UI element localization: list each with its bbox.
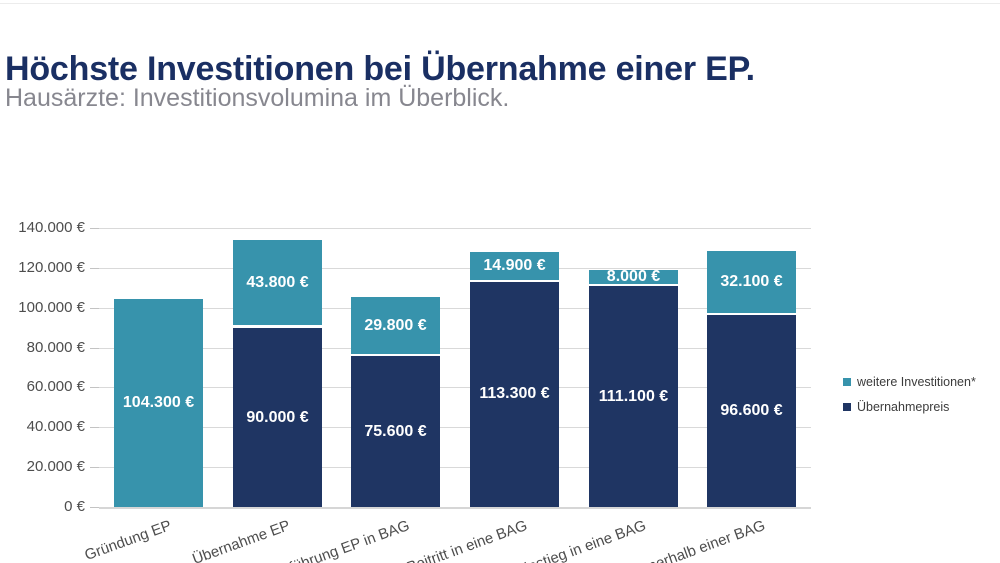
bar-segment-uebernahmepreis: 96.600 €: [707, 314, 796, 507]
y-axis-label: 20.000 €: [26, 458, 85, 475]
gridline: [99, 348, 811, 349]
legend-item-uebernahmepreis: Übernahmepreis: [843, 400, 976, 414]
page-subtitle: Hausärzte: Investitionsvolumina im Überb…: [5, 84, 510, 112]
x-axis-label-anchor: Gründung EP: [77, 517, 174, 563]
y-axis-tick: [90, 308, 99, 309]
legend-swatch-uebernahmepreis: [843, 403, 851, 411]
bar-segment-uebernahmepreis: 90.000 €: [233, 328, 322, 507]
gridline: [99, 467, 811, 468]
y-axis-tick: [90, 228, 99, 229]
legend-item-weitere-investitionen: weitere Investitionen*: [843, 375, 976, 389]
legend-label: Übernahmepreis: [857, 400, 950, 414]
bar-segment-weitere-investitionen: 43.800 €: [233, 240, 322, 327]
bar-segment-uebernahmepreis: 75.600 €: [351, 356, 440, 507]
bar-value-label: 111.100 €: [598, 387, 669, 405]
y-axis-tick: [90, 387, 99, 388]
gridline: [99, 268, 811, 269]
x-axis-label: Gründung EP: [82, 517, 174, 563]
bar-segment-weitere-investitionen: 32.100 €: [707, 251, 796, 315]
bar-segment-weitere-investitionen: 29.800 €: [351, 297, 440, 356]
legend-label: weitere Investitionen*: [857, 375, 976, 389]
y-axis-tick: [90, 348, 99, 349]
x-axis-label-anchor: Übernahme innerhalb einer BAG: [544, 517, 767, 563]
bar-value-label: 113.300 €: [479, 385, 550, 402]
y-axis-label: 80.000 €: [26, 339, 85, 356]
y-axis-tick: [90, 467, 99, 468]
chart-legend: weitere Investitionen* Übernahmepreis: [843, 375, 976, 425]
bar-value-label: 43.800 €: [246, 273, 309, 291]
bar-value-label: 8.000 €: [606, 268, 661, 285]
y-axis-label: 140.000 €: [18, 219, 85, 236]
y-axis-label: 120.000 €: [18, 259, 85, 276]
y-axis-label: 0 €: [64, 498, 85, 515]
bar-value-label: 32.100 €: [720, 273, 783, 290]
bar-segment-weitere-investitionen: 104.300 €: [114, 299, 203, 507]
bar-value-label: 29.800 €: [364, 316, 427, 334]
x-axis-label-anchor: Überführung EP in BAG: [247, 517, 412, 563]
page-title: Höchste Investitionen bei Übernahme eine…: [5, 49, 755, 88]
bar-segment-weitere-investitionen: 14.900 €: [470, 252, 559, 282]
x-axis-line: [99, 507, 811, 509]
bar-segment-uebernahmepreis: 113.300 €: [470, 281, 559, 507]
gridline: [99, 228, 811, 229]
gridline: [99, 308, 811, 309]
bar-value-label: 96.600 €: [720, 401, 783, 419]
top-divider: [0, 3, 1000, 4]
gridline: [99, 427, 811, 428]
y-axis-tick: [90, 507, 99, 508]
bar-segment-weitere-investitionen: 8.000 €: [589, 268, 678, 286]
y-axis-label: 40.000 €: [26, 418, 85, 435]
y-axis-label: 100.000 €: [18, 299, 85, 316]
bar-value-label: 90.000 €: [246, 408, 309, 426]
bar-value-label: 104.300 €: [122, 394, 195, 411]
bar-segment-uebernahmepreis: 111.100 €: [589, 286, 678, 507]
x-axis-label: Überführung EP in BAG: [256, 517, 412, 563]
y-axis-label: 60.000 €: [26, 378, 85, 395]
legend-swatch-weitere-investitionen: [843, 378, 851, 386]
y-axis-tick: [90, 427, 99, 428]
gridline: [99, 387, 811, 388]
bar-value-label: 14.900 €: [483, 257, 546, 274]
y-axis-tick: [90, 268, 99, 269]
bar-value-label: 75.600 €: [364, 422, 427, 440]
